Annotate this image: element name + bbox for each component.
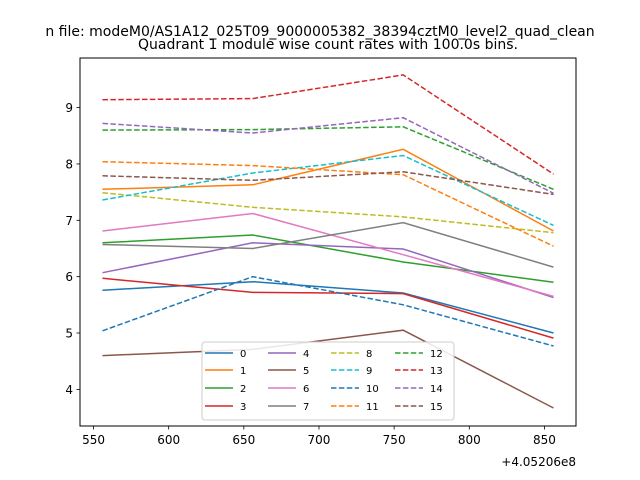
legend-label-1: 1	[240, 366, 246, 377]
y-tick-label: 5	[65, 327, 73, 341]
series-line-15	[102, 171, 554, 196]
chart-title: Quadrant 1 module wise count rates with …	[138, 37, 518, 53]
legend-label-7: 7	[303, 402, 309, 413]
x-axis: 550 600 650 700 750 800 850	[82, 426, 556, 447]
legend-label-0: 0	[240, 349, 246, 360]
series-line-4	[102, 242, 554, 299]
y-tick-label: 9	[65, 101, 73, 115]
y-tick-label: 7	[65, 214, 73, 228]
series-line-6	[102, 212, 554, 298]
legend-label-15: 15	[430, 402, 443, 413]
series-line-3	[102, 277, 554, 339]
y-tick-label: 6	[65, 270, 73, 284]
x-tick-label: 550	[82, 433, 105, 447]
legend-label-9: 9	[366, 366, 372, 377]
x-tick-label: 850	[533, 433, 556, 447]
x-tick-label: 700	[308, 433, 331, 447]
x-tick-label: 750	[383, 433, 406, 447]
legend-label-11: 11	[366, 402, 379, 413]
series-line-12	[102, 126, 554, 190]
series-line-8	[102, 191, 554, 234]
legend-label-14: 14	[430, 384, 443, 395]
series-line-5	[102, 329, 554, 409]
x-tick-label: 800	[458, 433, 481, 447]
series-line-13	[102, 74, 554, 175]
series-line-2	[102, 234, 554, 284]
y-tick-label: 8	[65, 157, 73, 171]
legend-label-8: 8	[366, 349, 372, 360]
series-line-11	[102, 160, 554, 247]
legend-box	[201, 341, 455, 421]
plot-area-frame	[79, 57, 577, 427]
x-offset-label: +4.05206e8	[501, 455, 576, 469]
x-tick-label: 600	[157, 433, 180, 447]
legend-label-2: 2	[240, 384, 246, 395]
series-line-14	[102, 116, 554, 194]
legend-label-6: 6	[303, 384, 309, 395]
legend-label-3: 3	[240, 402, 246, 413]
suptitle: n file: modeM0/AS1A12_025T09_9000005382_…	[45, 24, 594, 40]
series-line-10	[102, 275, 554, 347]
series-line-7	[102, 221, 554, 268]
legend-label-5: 5	[303, 366, 309, 377]
series-line-9	[102, 154, 554, 227]
legend-label-4: 4	[303, 349, 309, 360]
y-axis: 4 5 6 7 8 9	[65, 101, 80, 397]
y-tick-label: 4	[65, 383, 73, 397]
legend-label-12: 12	[430, 349, 443, 360]
legend-label-13: 13	[430, 366, 443, 377]
plot-series	[102, 74, 554, 409]
legend-label-10: 10	[366, 384, 379, 395]
x-tick-label: 650	[232, 433, 255, 447]
